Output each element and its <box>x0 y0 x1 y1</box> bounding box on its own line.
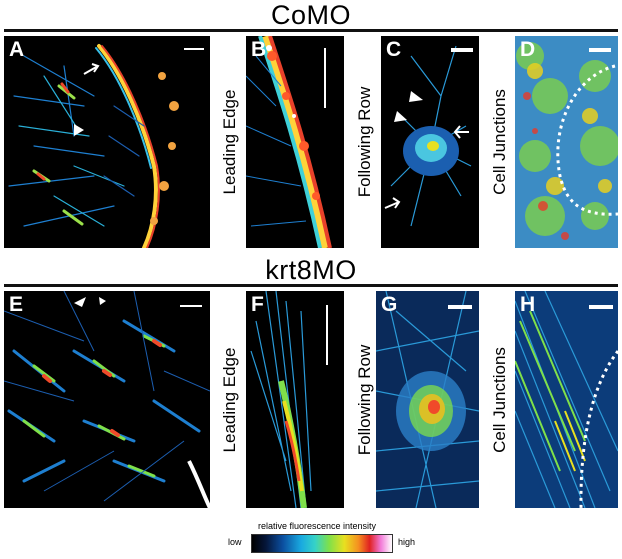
panel-b-letter: B <box>251 38 267 61</box>
junction-outline <box>556 64 618 216</box>
panel-e-letter: E <box>9 293 24 316</box>
colorbar-gradient <box>251 534 393 553</box>
panel-d-side-label: Cell Junctions <box>490 89 509 195</box>
panel-d-side: Cell Junctions <box>485 36 515 248</box>
bottom-divider <box>4 284 618 287</box>
colorbar-caption: relative fluorescence intensity <box>258 521 377 531</box>
panel-f-micrograph <box>250 291 312 508</box>
panel-a-micrograph <box>8 44 179 248</box>
arrow-annotation <box>453 125 469 139</box>
panel-g-side-label: Following Row <box>355 344 374 455</box>
scale-bar <box>324 48 326 108</box>
arrowhead-annotation <box>74 124 84 136</box>
panel-h-micrograph <box>515 291 618 508</box>
arrow-annotation <box>83 63 100 75</box>
scale-bar <box>451 48 473 52</box>
panel-f-letter: F <box>251 293 264 316</box>
panel-d-micrograph <box>515 36 618 248</box>
scale-bar <box>589 305 613 309</box>
panel-b-side-label: Leading Edge <box>220 89 239 195</box>
panel-a-image: A <box>4 36 210 248</box>
top-group-title: CoMO <box>270 0 351 30</box>
panel-a-letter: A <box>9 38 25 61</box>
panel-b-image: B <box>246 36 344 248</box>
arrow-annotation <box>384 197 401 209</box>
scale-bar <box>184 48 204 50</box>
panel-e-image: E <box>4 291 210 508</box>
panel-h-image: H <box>515 291 618 508</box>
bottom-group-title: krt8MO <box>265 255 357 285</box>
panel-g-side: Following Row <box>350 291 380 508</box>
panel-c-letter: C <box>386 38 402 61</box>
panel-h-letter: H <box>520 293 536 316</box>
panel-f-image: F <box>246 291 344 508</box>
panel-b-micrograph <box>246 36 332 248</box>
panel-d-letter: D <box>520 38 536 61</box>
colorbar-high-label: high <box>398 537 416 547</box>
panel-c-side: Following Row <box>350 36 380 248</box>
panel-h-side: Cell Junctions <box>485 291 515 508</box>
scale-bar <box>180 305 202 307</box>
scale-bar <box>448 305 472 309</box>
scale-bar <box>589 48 611 52</box>
panel-g-micrograph <box>376 291 479 508</box>
panel-d-image: D <box>515 36 618 248</box>
panel-c-side-label: Following Row <box>355 86 374 198</box>
panel-h-side-label: Cell Junctions <box>490 346 509 453</box>
top-divider <box>4 29 618 32</box>
panel-f-side: Leading Edge <box>215 291 245 508</box>
scale-bar <box>326 305 328 365</box>
colorbar-low-label: low <box>228 537 242 547</box>
arrowhead-annotation <box>409 91 423 102</box>
panel-g-letter: G <box>381 293 398 316</box>
panel-b-side: Leading Edge <box>215 36 245 248</box>
panel-f-side-label: Leading Edge <box>220 347 239 452</box>
arrowhead-annotation <box>394 111 407 122</box>
panel-e-micrograph <box>4 291 210 508</box>
panel-c-micrograph <box>384 45 472 227</box>
panel-g-image: G <box>376 291 479 508</box>
panel-c-image: C <box>381 36 479 248</box>
